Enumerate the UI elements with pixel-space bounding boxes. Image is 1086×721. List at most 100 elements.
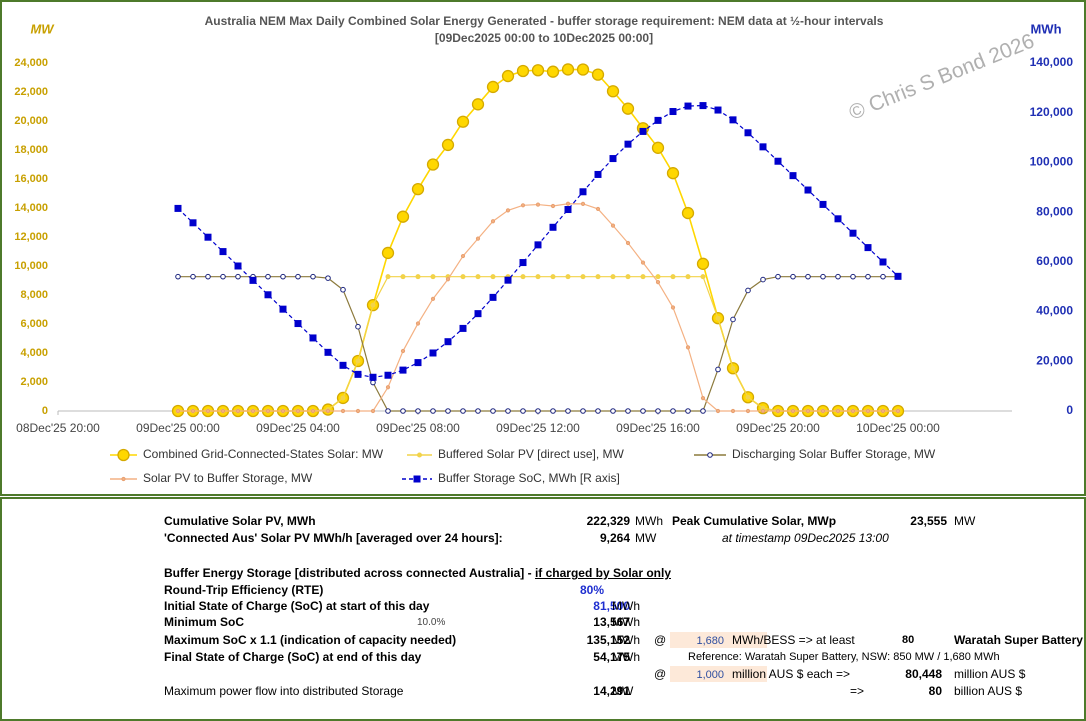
value: 80	[928, 684, 942, 698]
data-point	[625, 240, 631, 246]
data-point	[895, 408, 901, 414]
data-point	[505, 408, 511, 414]
data-point	[714, 106, 722, 114]
input-value: 1,000	[696, 669, 724, 681]
unit: billion AUS $	[954, 684, 1023, 698]
input-box	[670, 666, 767, 682]
x-tick-label: 10Dec'25 00:00	[856, 421, 940, 435]
data-point	[700, 408, 706, 414]
data-point	[535, 274, 541, 280]
data-point	[501, 69, 515, 83]
data-point	[429, 349, 437, 357]
data-point	[460, 408, 466, 414]
label: Buffer Energy Storage [distributed acros…	[164, 566, 535, 580]
label: Cumulative Solar PV, MWh	[164, 514, 316, 528]
data-point	[220, 273, 226, 280]
y-tick-label: 14,000	[14, 202, 48, 214]
data-point	[445, 408, 451, 414]
data-point	[549, 223, 557, 231]
data-point	[670, 274, 676, 280]
data-point	[325, 408, 331, 414]
value: 10.0%	[417, 617, 446, 628]
data-point	[565, 201, 571, 206]
chart-frame: Australia NEM Max Daily Combined Solar E…	[0, 0, 1086, 496]
y-tick-label: 22,000	[14, 86, 48, 98]
legend-label: Discharging Solar Buffer Storage, MW	[732, 447, 936, 461]
data-point	[579, 188, 587, 196]
data-point	[580, 274, 586, 280]
data-point	[265, 408, 271, 414]
data-point	[621, 102, 635, 115]
data-point	[400, 408, 406, 414]
data-point	[820, 408, 826, 414]
y-tick-label: 0	[42, 405, 48, 417]
data-point	[654, 116, 662, 124]
data-point	[880, 408, 886, 414]
data-point	[789, 172, 797, 180]
value: 81,500	[593, 599, 630, 613]
data-point	[639, 127, 647, 135]
data-point	[490, 219, 496, 224]
data-point	[520, 408, 526, 414]
note: at timestamp 09Dec2025 13:00	[722, 531, 889, 545]
data-point	[666, 167, 680, 180]
data-point	[759, 143, 767, 151]
label: Minimum SoC	[164, 615, 244, 629]
label: Maximum SoC x 1.1 (indication of capacit…	[164, 633, 457, 647]
unit: MWh	[635, 514, 663, 528]
data-point	[685, 408, 691, 414]
watermark: © Chris S Bond 2026	[846, 29, 1038, 124]
data-point	[324, 348, 332, 356]
y-axis-label: MW	[30, 21, 55, 36]
data-point	[460, 274, 466, 280]
data-point	[715, 408, 721, 414]
label: Maximum power flow into distributed Stor…	[164, 684, 404, 698]
value: 14,291	[593, 684, 630, 698]
y2-axis-label: MWh	[1030, 21, 1061, 36]
data-point	[835, 408, 841, 414]
data-point	[625, 274, 631, 280]
y-tick-label: 6,000	[20, 318, 48, 330]
chart: Australia NEM Max Daily Combined Solar E…	[14, 14, 1074, 485]
series-line	[178, 276, 898, 412]
data-point	[745, 394, 751, 400]
y2-tick-label: 140,000	[1030, 55, 1074, 69]
label: Buffer Energy Storage [distributed acros…	[164, 565, 671, 581]
data-point	[606, 85, 620, 98]
value: 54,175	[593, 650, 630, 664]
data-point	[835, 273, 841, 280]
data-point	[415, 408, 421, 414]
x-tick-label: 09Dec'25 16:00	[616, 421, 700, 435]
data-point	[820, 273, 826, 280]
chart-title: Australia NEM Max Daily Combined Solar E…	[205, 14, 884, 28]
data-point	[850, 408, 856, 414]
data-point	[294, 320, 302, 328]
data-point	[531, 64, 545, 77]
legend-label: Solar PV to Buffer Storage, MW	[143, 471, 313, 485]
data-point	[310, 273, 316, 280]
data-point	[505, 208, 511, 213]
data-point	[264, 291, 272, 299]
data-point	[595, 274, 601, 280]
data-point	[370, 302, 376, 308]
data-point	[355, 358, 361, 364]
data-point	[279, 305, 287, 313]
value: 9,264	[599, 531, 630, 545]
data-point	[475, 408, 481, 414]
data-point	[220, 408, 226, 414]
data-point	[471, 98, 485, 111]
data-point	[730, 408, 736, 414]
data-point	[520, 203, 526, 208]
data-point	[790, 273, 796, 280]
data-point	[684, 102, 692, 110]
summary-table: Cumulative Solar PV, MWh 222,329 MWh Pea…	[0, 497, 1086, 721]
label: MWh/BESS => at least	[732, 633, 855, 647]
data-point	[325, 275, 331, 281]
data-point	[565, 274, 571, 280]
legend-marker	[413, 475, 421, 483]
data-point	[564, 206, 572, 214]
legend-label: Buffered Solar PV [direct use], MW	[438, 447, 625, 461]
value: 80%	[580, 583, 605, 597]
legend-marker	[417, 452, 422, 458]
